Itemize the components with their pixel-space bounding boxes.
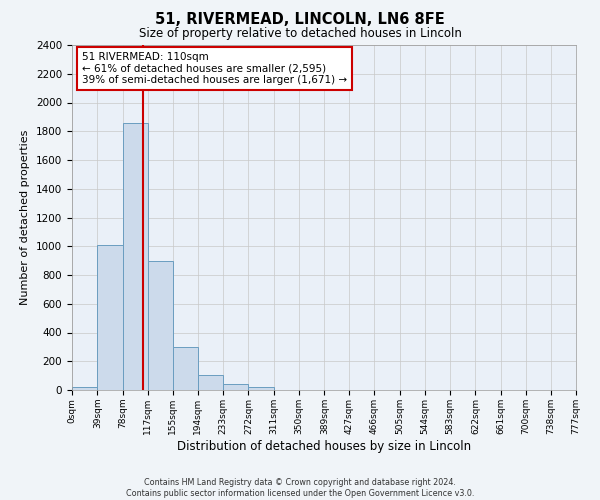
- Bar: [223, 384, 248, 390]
- Text: 51 RIVERMEAD: 110sqm
← 61% of detached houses are smaller (2,595)
39% of semi-de: 51 RIVERMEAD: 110sqm ← 61% of detached h…: [82, 52, 347, 85]
- Y-axis label: Number of detached properties: Number of detached properties: [20, 130, 31, 305]
- Bar: [72, 387, 97, 390]
- Bar: [97, 245, 122, 390]
- Bar: [248, 387, 274, 390]
- Text: Size of property relative to detached houses in Lincoln: Size of property relative to detached ho…: [139, 28, 461, 40]
- Bar: [173, 347, 198, 390]
- Bar: [148, 260, 173, 390]
- Text: 51, RIVERMEAD, LINCOLN, LN6 8FE: 51, RIVERMEAD, LINCOLN, LN6 8FE: [155, 12, 445, 28]
- Bar: [122, 122, 148, 390]
- Bar: [198, 375, 223, 390]
- X-axis label: Distribution of detached houses by size in Lincoln: Distribution of detached houses by size …: [177, 440, 471, 452]
- Text: Contains HM Land Registry data © Crown copyright and database right 2024.
Contai: Contains HM Land Registry data © Crown c…: [126, 478, 474, 498]
